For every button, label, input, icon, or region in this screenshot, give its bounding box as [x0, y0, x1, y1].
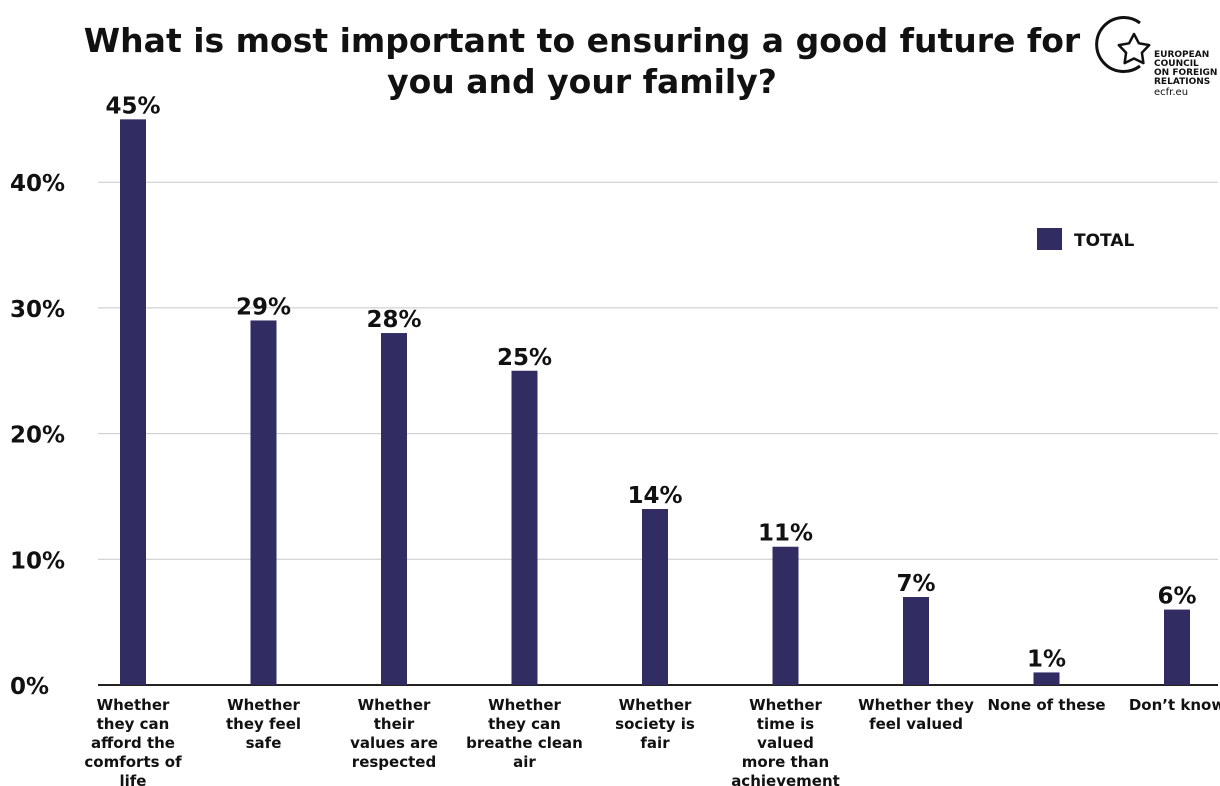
x-tick-label: None of these — [987, 696, 1105, 714]
x-tick-label: Whether they can breathe clean air — [466, 696, 583, 771]
chart-title-line-1: What is most important to ensuring a goo… — [84, 21, 1081, 60]
x-tick-label-line: they can — [488, 715, 561, 733]
data-label: 28% — [366, 307, 421, 333]
data-label: 29% — [236, 294, 291, 320]
bar — [1033, 672, 1060, 685]
x-tick-label-line: they feel — [226, 715, 301, 733]
data-labels: 45% 29% 28% 25% 14% 11% 7% 1% 6% — [105, 93, 1196, 672]
x-tick-label-line: comforts of — [84, 753, 182, 771]
x-tick-label-line: breathe clean — [466, 734, 583, 752]
y-tick-label: 0% — [10, 674, 49, 700]
x-tick-label-line: Don’t know — [1129, 696, 1220, 714]
x-tick-label: Whether they can afford the comforts of life — [84, 696, 182, 786]
x-tick-label-line: air — [513, 753, 536, 771]
x-tick-label-line: Whether they — [858, 696, 974, 714]
logo-org-line-1: EUROPEAN — [1154, 50, 1209, 60]
logo-org-line-2: COUNCIL — [1154, 59, 1199, 69]
x-tick-label: Whether time is valued more than achievement — [731, 696, 840, 786]
bar — [903, 597, 929, 685]
legend-swatch-total — [1037, 228, 1062, 250]
data-label: 25% — [497, 345, 552, 371]
legend: TOTAL — [1037, 228, 1134, 251]
bar — [1164, 609, 1190, 685]
legend-label-total: TOTAL — [1074, 231, 1134, 251]
x-tick-label-line: Whether — [358, 696, 431, 714]
x-tick-label-line: afford the — [91, 734, 175, 752]
bars — [120, 119, 1190, 686]
x-tick-label: Whether they feel safe — [226, 696, 301, 752]
bar — [381, 333, 407, 685]
bar — [250, 320, 277, 685]
y-tick-label: 20% — [10, 423, 65, 449]
data-label: 7% — [896, 571, 935, 597]
x-tick-label-line: respected — [352, 753, 436, 771]
x-tick-label-line: safe — [246, 734, 282, 752]
data-label: 45% — [105, 93, 160, 119]
logo-url: ecfr.eu — [1154, 87, 1188, 98]
bar — [772, 546, 799, 685]
y-tick-label: 30% — [10, 297, 65, 323]
data-label: 6% — [1157, 584, 1196, 610]
x-tick-label-line: feel valued — [869, 715, 963, 733]
x-tick-label-line: more than — [742, 753, 829, 771]
y-axis-tick-labels: 0% 10% 20% 30% 40% — [10, 171, 65, 700]
x-axis-category-labels: Whether they can afford the comforts of life… — [84, 696, 1220, 786]
x-tick-label-line: fair — [640, 734, 670, 752]
x-tick-label-line: Whether — [227, 696, 300, 714]
chart-title: What is most important to ensuring a goo… — [84, 21, 1081, 101]
x-tick-label: Whether they feel valued — [858, 696, 974, 733]
x-tick-label: Don’t know — [1129, 696, 1220, 714]
logo-org-line-3: ON FOREIGN — [1154, 68, 1217, 78]
bar — [642, 509, 668, 685]
x-tick-label-line: Whether — [97, 696, 170, 714]
data-label: 1% — [1027, 646, 1066, 672]
y-tick-label: 40% — [10, 171, 65, 197]
x-tick-label-line: Whether — [488, 696, 561, 714]
x-tick-label-line: they can — [97, 715, 170, 733]
data-label: 14% — [627, 483, 682, 509]
x-tick-label: Whether society is fair — [615, 696, 695, 752]
x-tick-label-line: time is — [757, 715, 814, 733]
x-tick-label-line: values are — [350, 734, 438, 752]
y-tick-label: 10% — [10, 548, 65, 574]
x-tick-label-line: Whether — [749, 696, 822, 714]
star-circle-icon — [1095, 16, 1151, 73]
x-tick-label-line: None of these — [987, 696, 1105, 714]
logo-org-line-4: RELATIONS — [1154, 77, 1210, 87]
data-label: 11% — [758, 521, 813, 547]
x-tick-label-line: society is — [615, 715, 695, 733]
x-tick-label-line: Whether — [619, 696, 692, 714]
x-tick-label-line: their — [374, 715, 415, 733]
x-tick-label-line: valued — [757, 734, 814, 752]
ecfr-logo: EUROPEAN COUNCIL ON FOREIGN RELATIONS ec… — [1095, 16, 1217, 98]
x-tick-label-line: life — [120, 772, 147, 786]
x-tick-label-line: achievement — [731, 772, 840, 786]
chart-title-line-2: you and your family? — [387, 62, 777, 101]
bar — [120, 119, 146, 686]
x-tick-label: Whether their values are respected — [350, 696, 438, 771]
bar — [511, 370, 538, 685]
